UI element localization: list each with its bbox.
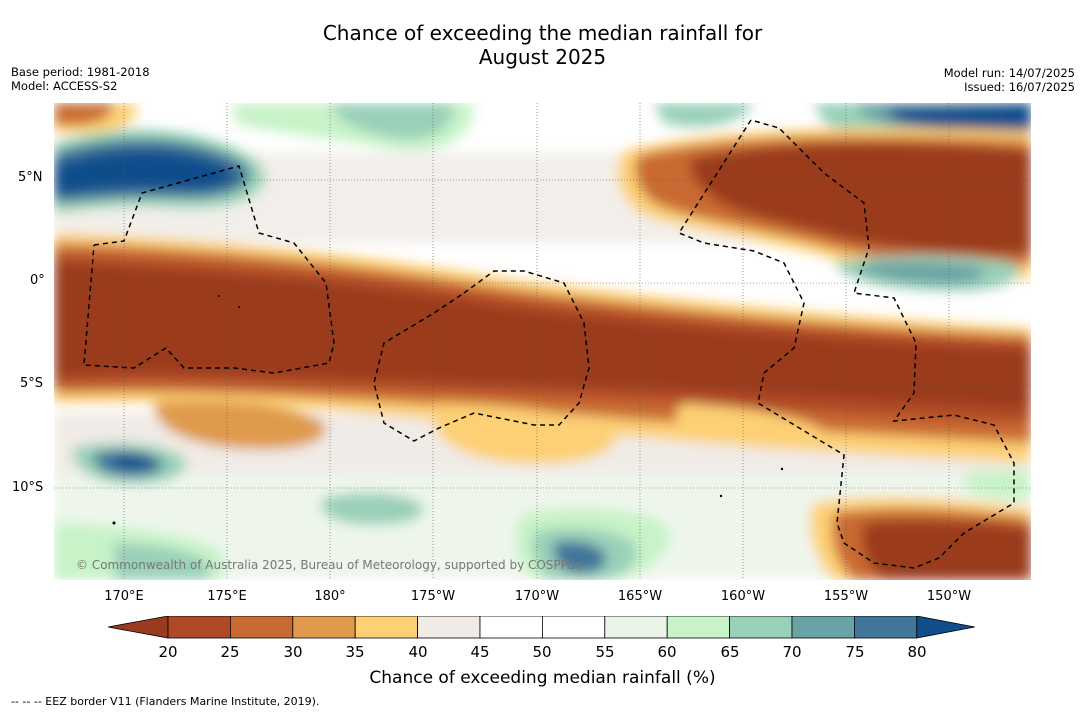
colorbar-segment [230,616,294,639]
map-title-line1: Chance of exceeding the median rainfall … [322,21,763,45]
colorbar [108,616,975,639]
colorbar-segment [854,616,918,639]
lon-label-175e: 175°E [207,589,247,604]
gridlines [54,103,1031,580]
colorbar-tick-35: 35 [345,643,365,661]
colorbar-arrow-low [108,616,169,639]
lon-label-180: 180° [314,589,346,604]
lat-label-5n: 5°N [18,170,43,185]
colorbar-tick-75: 75 [845,643,865,661]
lat-label-5s: 5°S [20,376,44,391]
copyright-notice: © Commonwealth of Australia 2025, Bureau… [76,558,582,572]
colorbar-tick-60: 60 [657,643,677,661]
colorbar-segment [292,616,356,639]
meta-right: Model run: 14/07/2025 Issued: 16/07/2025 [944,66,1075,94]
issued-date: Issued: 16/07/2025 [964,80,1075,94]
colorbar-tick-30: 30 [283,643,303,661]
colorbar-tick-70: 70 [782,643,802,661]
colorbar-tick-65: 65 [720,643,740,661]
meta-left: Base period: 1981-2018 Model: ACCESS-S2 [11,65,150,93]
eez-borders [83,119,1015,569]
colorbar-segment [354,616,418,639]
map-title: Chance of exceeding the median rainfall … [0,21,1085,69]
lon-label-165w: 165°W [617,589,663,604]
lat-label-0: 0° [30,273,45,288]
eez-footnote: -- -- -- EEZ border V11 (Flanders Marine… [11,695,320,708]
lon-label-175w: 175°W [410,589,456,604]
islands [112,295,784,525]
colorbar-segment [729,616,793,639]
colorbar-segment [417,616,481,639]
rainfall-field [54,103,1031,580]
lon-label-170w: 170°W [514,589,560,604]
rainfall-map [54,103,1031,580]
colorbar-arrow-high [916,616,975,639]
colorbar-tick-25: 25 [220,643,240,661]
colorbar-segment [479,616,543,639]
colorbar-tick-45: 45 [470,643,490,661]
colorbar-segment [167,616,231,639]
colorbar-tick-40: 40 [408,643,428,661]
lon-label-160w: 160°W [720,589,766,604]
colorbar-tick-80: 80 [907,643,927,661]
colorbar-tick-55: 55 [595,643,615,661]
colorbar-segment [541,616,606,639]
base-period: Base period: 1981-2018 [11,65,150,79]
map-title-line2: August 2025 [478,45,607,69]
colorbar-tick-50: 50 [532,643,552,661]
model-name: Model: ACCESS-S2 [11,79,118,93]
colorbar-segment [666,616,731,639]
lon-label-170e: 170°E [104,589,144,604]
colorbar-label: Chance of exceeding median rainfall (%) [369,668,716,688]
colorbar-segment [604,616,668,639]
model-run-date: Model run: 14/07/2025 [943,66,1075,80]
colorbar-segment [791,616,855,639]
lat-label-10s: 10°S [12,480,44,495]
colorbar-tick-20: 20 [158,643,178,661]
lon-label-150w: 150°W [926,589,972,604]
lon-label-155w: 155°W [823,589,869,604]
